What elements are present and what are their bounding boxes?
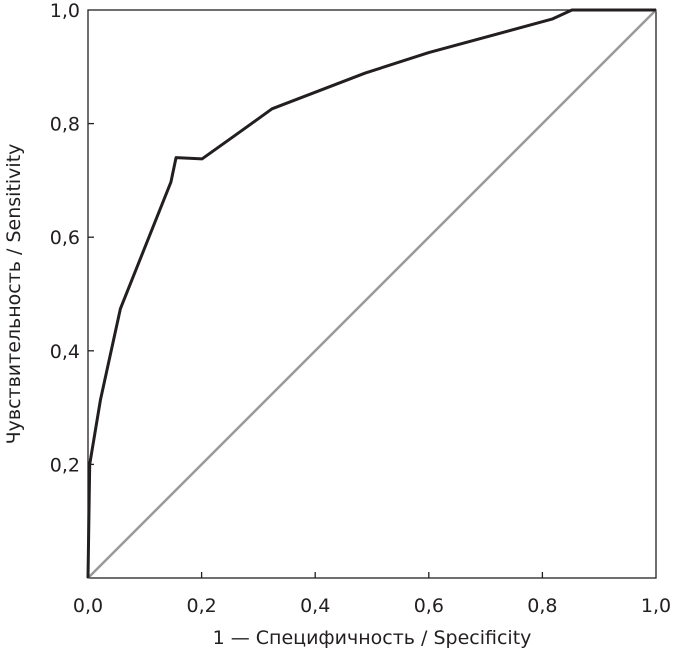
y-tick-label: 0,4 xyxy=(50,341,80,363)
reference-diagonal-line xyxy=(87,9,657,579)
y-tick-label: 0,6 xyxy=(50,227,80,249)
y-tick-label: 0,8 xyxy=(50,114,80,136)
roc-curve-line xyxy=(86,8,656,579)
x-tick-label: 0,0 xyxy=(73,595,103,617)
y-tick-label: 0,2 xyxy=(50,454,80,476)
x-axis-label: 1 — Специфичность / Specificity xyxy=(213,627,532,649)
x-tick-label: 0,2 xyxy=(186,595,216,617)
x-tick-label: 0,4 xyxy=(300,595,330,617)
x-tick-label: 1,0 xyxy=(641,595,671,617)
plot-frame xyxy=(87,9,657,579)
y-tick-label: 1,0 xyxy=(50,0,80,22)
y-axis-label: Чувствительность / Sensitivity xyxy=(3,144,25,445)
x-tick-label: 0,6 xyxy=(414,595,444,617)
x-tick-label: 0,8 xyxy=(527,595,557,617)
